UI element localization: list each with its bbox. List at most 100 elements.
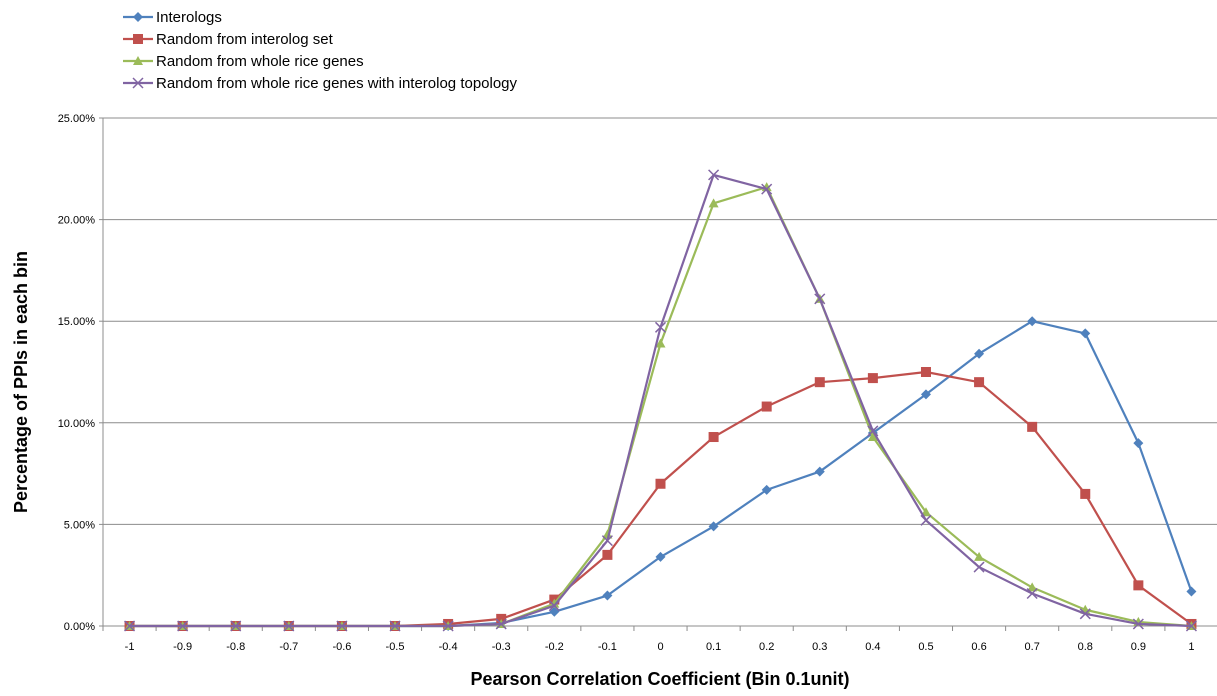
x-marker-stroke [230,620,242,632]
series-line-interologs [129,320,1193,628]
y-axis-title: Percentage of PPIs in each bin [11,251,31,513]
series-interologs [124,316,1197,631]
legend-marker [132,77,144,89]
data-point [1080,328,1091,339]
x-marker-stroke [708,169,720,181]
data-point [1132,618,1144,630]
data-point [389,620,401,632]
x-marker-stroke [654,321,667,333]
x-marker-stroke [761,183,773,195]
gridlines [103,117,1217,525]
data-point [655,338,666,348]
data-point [1185,620,1197,632]
data-point [1186,586,1197,597]
data-point [708,521,719,532]
x-marker-stroke [814,293,826,305]
x-tick-label: 0.4 [865,641,880,653]
legend-item-interologs: Interologs [123,9,222,26]
x-marker-stroke [177,620,189,632]
data-point [761,484,772,495]
data-point [1133,580,1144,591]
data-point [1027,421,1038,432]
data-point [548,600,560,612]
y-tick-label: 10.00% [58,418,96,430]
series-group [124,169,1197,632]
x-tick-label: -0.3 [492,641,511,653]
data-point [761,183,773,195]
x-marker-stroke [1132,618,1144,630]
x-marker-stroke [601,535,613,547]
data-point [655,551,666,562]
data-point [920,507,931,517]
data-point [708,432,719,443]
x-tick-label: -0.7 [279,641,298,653]
legend: Interologs Random from interolog set Rando… [123,9,518,92]
data-point [602,590,613,601]
data-point [920,514,932,526]
x-tick-label: 0.3 [812,641,827,653]
legend-label: Random from interolog set [156,31,334,48]
data-point [442,620,454,632]
x-marker-stroke [442,620,454,632]
legend-item-random-from-whole-rice-genes-with-interolog-topology: Random from whole rice genes with intero… [123,75,518,92]
x-tick-label: -0.9 [173,641,192,653]
data-point [974,551,985,561]
data-point [1079,608,1091,620]
x-tick-label: -0.4 [439,641,458,653]
x-marker-stroke [389,620,401,632]
data-point [1026,587,1038,600]
data-point [708,198,719,208]
data-point [920,389,931,400]
data-point [867,373,878,384]
data-point [602,529,613,539]
data-point [814,466,825,477]
y-tick-label: 0.00% [64,621,95,633]
data-point [761,401,772,412]
data-point [336,620,348,632]
x-marker-stroke [920,514,932,526]
x-tick-label: -0.2 [545,641,564,653]
data-point [283,620,295,632]
data-point [974,348,985,359]
data-point [601,535,613,547]
x-tick-label: -0.5 [386,641,405,653]
y-tick-label: 20.00% [58,215,96,227]
data-point [814,377,825,388]
legend-marker [133,56,143,65]
data-point [814,293,826,305]
legend-marker [133,34,143,44]
x-marker-stroke [1079,608,1091,620]
data-point [708,169,720,181]
y-tick-label: 5.00% [64,519,95,531]
data-point [867,425,879,437]
data-point [124,620,136,632]
legend-label: Random from whole rice genes [156,53,364,70]
x-marker-stroke [548,600,560,612]
legend-label: Random from whole rice genes with intero… [156,75,518,92]
x-marker-stroke [283,620,295,632]
x-marker-stroke [132,77,144,89]
x-tick-label: 0.6 [971,641,986,653]
y-tick-label: 15.00% [58,316,96,328]
x-tick-label: 0 [657,641,663,653]
data-point [920,367,931,377]
x-tick-label: 0.2 [759,641,774,653]
data-point [654,321,667,333]
series-random-from-whole-rice-genes-with-interolog-topology [124,169,1197,632]
x-tick-label: 0.1 [706,641,721,653]
x-tick-label: 1 [1188,641,1194,653]
x-tick-label: -1 [125,641,135,653]
x-marker-stroke [1185,620,1197,632]
data-point [1080,488,1091,499]
data-point [549,606,560,617]
data-point [177,620,189,632]
series-random-from-whole-rice-genes [124,182,1197,630]
x-tick-label: 0.8 [1078,641,1093,653]
legend-label: Interologs [156,9,222,26]
data-point [973,561,985,573]
axes: 0.00% 5.00% 10.00% 15.00% 20.00% 25.00% -1 -0.9… [58,113,1217,653]
data-point [1027,582,1038,592]
data-point [1027,316,1038,327]
data-point [230,620,242,632]
